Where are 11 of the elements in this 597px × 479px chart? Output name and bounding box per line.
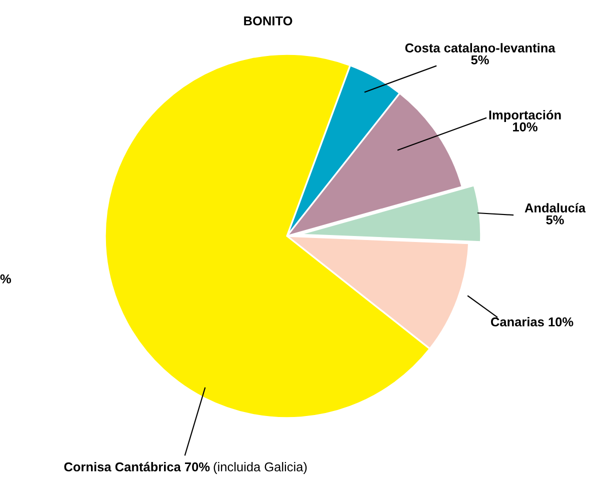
slice-label: Andalucía <box>524 202 586 212</box>
data-label: 10% <box>513 122 538 132</box>
slice-label: Importación <box>489 110 561 122</box>
text: (incluida Galicia) <box>214 462 307 474</box>
slice-label: Costa catalano-levantina <box>405 43 556 52</box>
data-label: 5% <box>546 215 564 224</box>
slice-label: Cornisa Cantábrica 70% <box>64 462 210 472</box>
slice-label: Canarias 10% <box>490 317 574 326</box>
chart-title: BONITO <box>244 16 292 26</box>
data-label: 5% <box>471 55 489 64</box>
text: % <box>0 274 12 284</box>
